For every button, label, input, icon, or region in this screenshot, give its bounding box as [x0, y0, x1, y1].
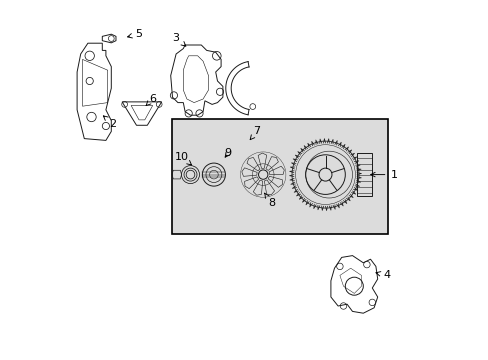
Text: 6: 6 — [146, 94, 156, 105]
Text: 4: 4 — [375, 270, 389, 280]
Bar — [172, 119, 387, 234]
Text: 10: 10 — [174, 152, 191, 165]
Text: 2: 2 — [103, 116, 117, 129]
Bar — [356, 153, 371, 196]
Text: 5: 5 — [127, 29, 142, 39]
Text: 8: 8 — [264, 193, 274, 208]
Text: 7: 7 — [250, 126, 260, 140]
Text: 9: 9 — [224, 148, 231, 158]
Text: 1: 1 — [370, 170, 397, 180]
Text: 3: 3 — [172, 33, 185, 46]
